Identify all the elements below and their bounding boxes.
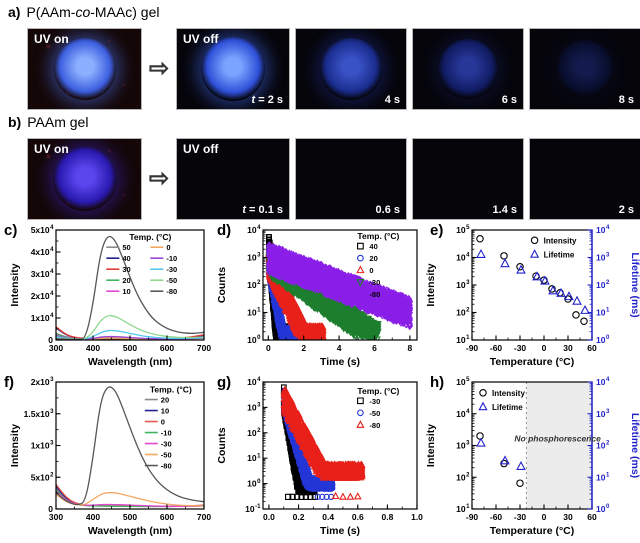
time-label: t = 2 s — [251, 94, 284, 106]
gel-disc — [52, 147, 117, 211]
panel-b-header: b) PAAm gel — [8, 114, 88, 130]
panel-f-chart — [0, 374, 213, 543]
panel-a-title: P(AAm-co-MAAc) gel — [26, 4, 160, 20]
photo-b-06s: 0.6 s — [295, 138, 407, 220]
panel-c: c) — [0, 222, 213, 374]
panel-d: d) — [213, 222, 426, 374]
panel-h-chart — [426, 374, 640, 543]
panel-b-photos: UV on ⇨ UV off t = 0.1 s 0.6 s 1.4 s 2 s — [27, 138, 640, 220]
panel-g-letter: g) — [217, 374, 232, 391]
panel-a-photos: UV on ⇨ UV off t = 2 s 4 s 6 s 8 s — [27, 28, 640, 110]
time-label: 1.4 s — [492, 204, 517, 216]
panel-d-letter: d) — [217, 222, 232, 239]
panel-g-chart — [213, 374, 426, 543]
panel-e-letter: e) — [430, 222, 444, 239]
time-label: 2 s — [618, 204, 634, 216]
photo-a-8s: 8 s — [529, 28, 640, 110]
time-label: 4 s — [384, 94, 400, 106]
arrow-right-icon: ⇨ — [148, 55, 170, 82]
gel-disc — [438, 39, 498, 99]
photo-b-2s: 2 s — [529, 138, 640, 220]
photo-b-14s: 1.4 s — [412, 138, 524, 220]
panel-e: e) — [426, 222, 640, 374]
panel-f-letter: f) — [4, 374, 14, 391]
gel-disc — [556, 40, 614, 98]
uv-state-label: UV off — [183, 142, 219, 156]
photo-a-uv-on: UV on — [27, 28, 142, 110]
chart-row-1: c) d) e) — [0, 222, 640, 374]
gel-disc — [53, 38, 116, 100]
panel-d-chart — [213, 222, 426, 374]
panel-g: g) — [213, 374, 426, 543]
photo-a-t2s: UV off t = 2 s — [176, 28, 290, 110]
photo-b-t01s: UV off t = 0.1 s — [176, 138, 290, 220]
photo-a-6s: 6 s — [412, 28, 524, 110]
arrow-right-icon: ⇨ — [148, 165, 170, 192]
uv-state-label: UV on — [34, 32, 69, 46]
gel-disc — [201, 37, 265, 101]
panel-a-header: a) P(AAm-co-MAAc) gel — [8, 4, 159, 20]
time-label: t = 0.1 s — [242, 204, 283, 216]
time-label: 6 s — [501, 94, 517, 106]
uv-state-label: UV on — [34, 142, 69, 156]
time-label: 8 s — [618, 94, 634, 106]
photo-a-4s: 4 s — [295, 28, 407, 110]
panel-b-letter: b) — [8, 114, 22, 130]
panel-e-chart — [426, 222, 640, 374]
panel-h: h) — [426, 374, 640, 543]
panel-a-letter: a) — [8, 4, 21, 20]
chart-row-2: f) g) h) — [0, 374, 640, 543]
panel-c-letter: c) — [4, 222, 18, 239]
panel-f: f) — [0, 374, 213, 543]
panel-b-title: PAAm gel — [27, 114, 89, 130]
time-label: 0.6 s — [375, 204, 400, 216]
panel-h-letter: h) — [430, 374, 445, 391]
uv-state-label: UV off — [183, 32, 219, 46]
gel-disc — [320, 38, 382, 100]
photo-b-uv-on: UV on — [27, 138, 142, 220]
panel-c-chart — [0, 222, 213, 374]
